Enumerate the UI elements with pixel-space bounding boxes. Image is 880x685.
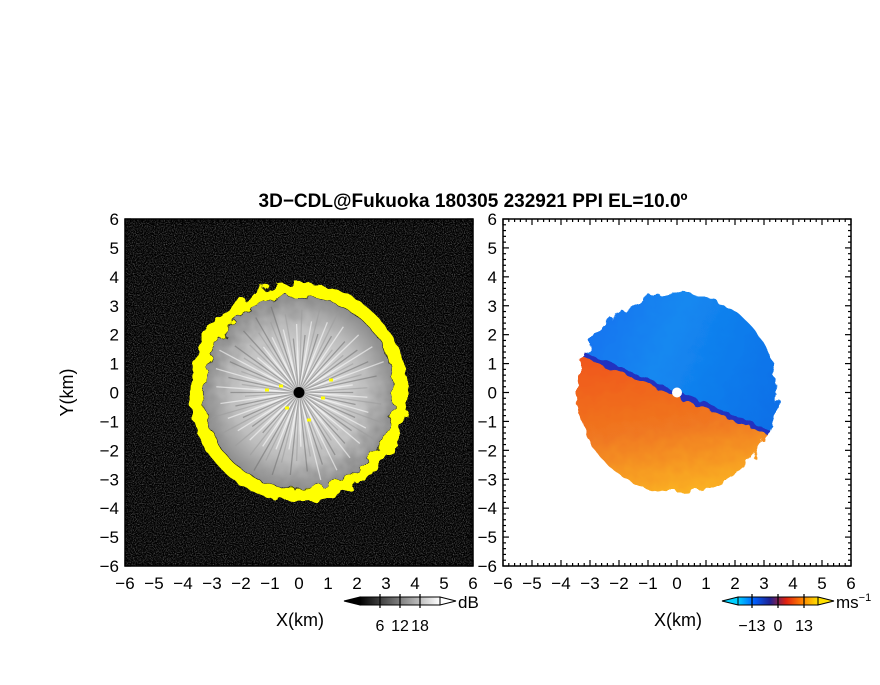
y-tick-label: −2 [478, 441, 497, 460]
y-tick-label: 5 [488, 239, 497, 258]
x-tick-label: −3 [202, 574, 221, 593]
x-tick-label: −3 [580, 574, 599, 593]
x-tick-label: −6 [115, 574, 134, 593]
colorbar-unit: ms−1 [836, 592, 871, 612]
y-tick-label: −1 [100, 412, 119, 431]
echo-area [189, 283, 409, 502]
colorbar-tick-label: 12 [391, 618, 409, 635]
y-tick-label: 4 [110, 268, 119, 287]
y-tick-label: −6 [478, 557, 497, 576]
y-tick-label: 3 [488, 297, 497, 316]
colorbar-under-arrow [721, 596, 739, 606]
y-tick-label: −5 [100, 528, 119, 547]
x-tick-label: 0 [672, 574, 681, 593]
x-tick-label: −1 [260, 574, 279, 593]
x-tick-label: 1 [701, 574, 710, 593]
colorbar: −13 0 13 ms−1 [721, 592, 871, 635]
y-tick-label: 6 [488, 210, 497, 229]
y-tick-label: 2 [488, 326, 497, 345]
y-tick-label: 0 [488, 384, 497, 403]
x-tick-label: 1 [323, 574, 332, 593]
colorbar-tick-label: 0 [774, 618, 783, 635]
colorbar-tick-label: 13 [795, 618, 813, 635]
echo-edge [189, 283, 409, 502]
x-tick-label: −1 [638, 574, 657, 593]
y-tick-label: −6 [100, 557, 119, 576]
y-tick-label: 6 [110, 210, 119, 229]
y-tick-label: 1 [110, 355, 119, 374]
y-tick-label: −2 [100, 441, 119, 460]
x-tick-label: 0 [294, 574, 303, 593]
x-tick-label: −5 [522, 574, 541, 593]
x-tick-label: 6 [468, 574, 477, 593]
y-tick-label: 3 [110, 297, 119, 316]
colorbar-under-arrow [343, 596, 361, 606]
x-tick-label: 5 [439, 574, 448, 593]
colorbar-unit: dB [458, 593, 479, 612]
edge-speck [307, 418, 311, 422]
y-tick-label: −4 [100, 499, 119, 518]
y-tick-label: 5 [110, 239, 119, 258]
x-tick-label: −2 [231, 574, 250, 593]
panel-2: −6 −5 −4 −3 −2 −1 0 1 2 3 4 5 6 −6 −5 −4 −3 −2 −1 0 1 2 3 4 5 6 X(… [478, 210, 872, 635]
edge-speck [279, 384, 283, 388]
colorbar-tick-label: 6 [376, 618, 385, 635]
edge-speck [285, 406, 289, 410]
x-tick-label: 5 [817, 574, 826, 593]
x-tick-label: 2 [352, 574, 361, 593]
colorbar-over-arrow [817, 596, 835, 606]
x-tick-label: −2 [609, 574, 628, 593]
x-tick-label: 6 [846, 574, 855, 593]
x-tick-label: −4 [551, 574, 570, 593]
x-tick-label: 3 [759, 574, 768, 593]
colorbar-tick-label: 18 [411, 618, 429, 635]
colorbar-tick-label: −13 [738, 618, 765, 635]
y-tick-label: −1 [478, 412, 497, 431]
figure-title: 3D−CDL@Fukuoka 180305 232921 PPI EL=10.0… [259, 191, 688, 212]
y-axis-label: Y(km) [57, 369, 77, 417]
radar-site [293, 387, 305, 398]
y-tick-label: 0 [110, 384, 119, 403]
x-tick-label: −5 [144, 574, 163, 593]
y-tick-label: 1 [488, 355, 497, 374]
y-tick-label: −3 [478, 470, 497, 489]
radar-site [672, 387, 682, 398]
ticks [124, 218, 474, 567]
radial-streaks [212, 306, 384, 481]
x-axis-label: X(km) [276, 610, 324, 630]
edge-speck [329, 378, 333, 382]
y-tick-label: −3 [100, 470, 119, 489]
x-tick-label: −6 [493, 574, 512, 593]
ticks [502, 218, 852, 567]
y-tick-label: 2 [110, 326, 119, 345]
y-tick-label: 4 [488, 268, 497, 287]
x-tick-label: 2 [730, 574, 739, 593]
x-tick-label: 4 [788, 574, 797, 593]
edge-speck [321, 396, 325, 400]
colorbar-over-arrow [439, 596, 457, 606]
edge-speck [265, 388, 269, 392]
x-axis-label: X(km) [654, 610, 702, 630]
x-tick-label: −4 [173, 574, 192, 593]
x-tick-label: 3 [381, 574, 390, 593]
colorbar: 6 12 18 dB [343, 593, 479, 635]
x-tick-label: 4 [410, 574, 419, 593]
y-tick-label: −5 [478, 528, 497, 547]
panel-1: −6 −5 −4 −3 −2 −1 0 1 2 3 4 5 6−6−5−4−3−2−10123456X(… [57, 210, 479, 635]
y-tick-label: −4 [478, 499, 497, 518]
